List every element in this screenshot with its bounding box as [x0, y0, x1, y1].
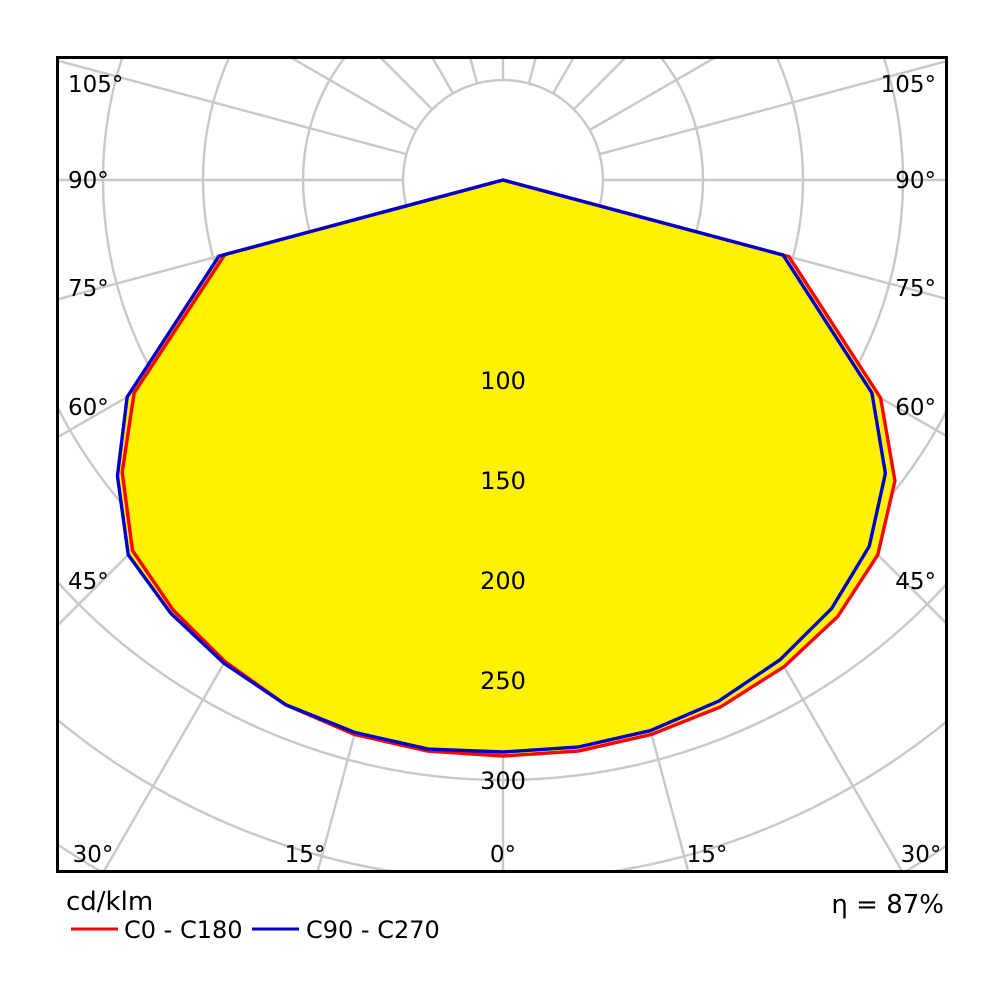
angle-label-left-60: 60° — [68, 395, 109, 421]
angle-label-left-105: 105° — [68, 72, 123, 98]
plot-frame — [56, 56, 948, 873]
radial-tick-250: 250 — [480, 667, 526, 695]
angle-label-bottom-2: 0° — [490, 842, 516, 868]
radial-tick-100: 100 — [480, 367, 526, 395]
efficiency-label: η = 87% — [831, 890, 944, 920]
angle-label-left-45: 45° — [68, 569, 109, 595]
radial-tick-150: 150 — [480, 467, 526, 495]
angular-tick-labels: 105° 90° 75° 60° 45° 105° 90° 75° 60° 45° 30° 15° 0°… — [68, 72, 941, 868]
angle-label-right-105: 105° — [881, 72, 936, 98]
legend-label-c90-c270: C90 - C270 — [306, 916, 440, 944]
angle-label-bottom-4: 30° — [901, 842, 942, 868]
radial-tick-300: 300 — [480, 767, 526, 795]
angle-label-right-75: 75° — [895, 276, 936, 302]
angle-label-bottom-3: 15° — [687, 842, 728, 868]
angle-label-right-90: 90° — [895, 168, 936, 194]
angle-label-right-60: 60° — [895, 395, 936, 421]
distribution-fill-secondary — [117, 180, 886, 752]
angle-label-left-90: 90° — [68, 168, 109, 194]
radial-tick-labels: 100 150 200 250 300 — [480, 367, 526, 795]
unit-label: cd/klm — [66, 887, 153, 917]
angle-label-right-45: 45° — [895, 569, 936, 595]
chart-legend: C0 - C180 C90 - C270 — [71, 916, 440, 944]
curve-c0-c180 — [120, 178, 897, 758]
angle-label-bottom-0: 30° — [73, 842, 114, 868]
angle-label-left-75: 75° — [68, 276, 109, 302]
distribution-curves — [115, 178, 897, 758]
curve-c90-c270 — [115, 178, 888, 754]
legend-label-c0-c180: C0 - C180 — [124, 916, 243, 944]
radial-tick-200: 200 — [480, 567, 526, 595]
angle-label-bottom-1: 15° — [285, 842, 326, 868]
